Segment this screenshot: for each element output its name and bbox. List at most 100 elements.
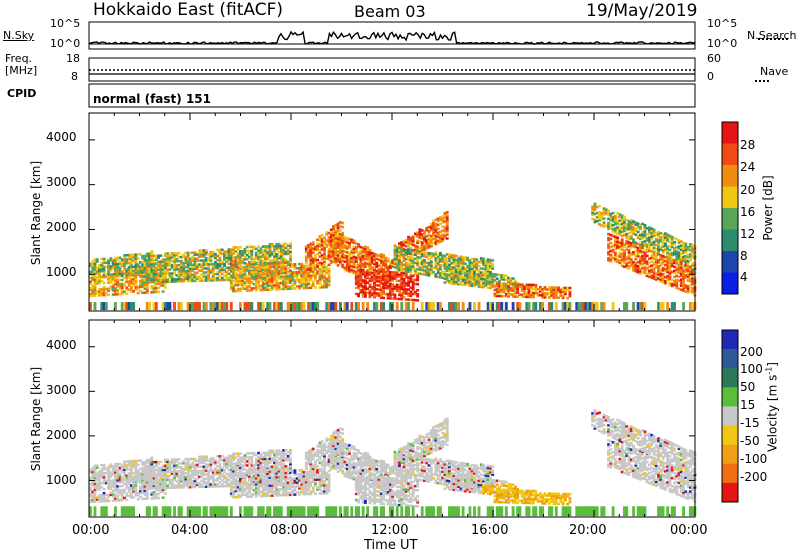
velocity-cell (159, 468, 163, 472)
power-cell (634, 255, 638, 259)
power-cell (163, 282, 167, 285)
power-cell (504, 278, 508, 282)
velocity-cell (141, 467, 145, 470)
power-cell (659, 268, 663, 271)
velocity-cell (98, 476, 101, 479)
velocity-cell (148, 473, 151, 476)
power-cell (666, 251, 670, 255)
power-cell (182, 253, 186, 257)
power-cell (632, 263, 635, 266)
power-cell (666, 264, 670, 268)
power-cell (211, 271, 215, 274)
power-cell (175, 266, 179, 269)
power-cell (675, 252, 679, 255)
power-cell (120, 260, 124, 263)
power-cell (416, 241, 420, 244)
power-cell (386, 292, 390, 296)
power-cell (209, 258, 213, 262)
power-cell (532, 291, 536, 295)
velocity-cell (145, 468, 149, 472)
power-cell (327, 250, 331, 253)
power-cell (679, 248, 683, 251)
power-cell (477, 277, 481, 280)
power-cell (661, 269, 665, 272)
power-cell (341, 239, 345, 243)
power-cell (536, 293, 540, 297)
power-cell (527, 285, 531, 289)
power-cell (429, 262, 433, 265)
power-cell (557, 288, 561, 291)
power-cell (168, 274, 172, 277)
date-label: 19/May/2019 (586, 1, 698, 21)
power-cell (379, 273, 383, 276)
power-cell (613, 253, 617, 257)
power-cell (179, 261, 183, 265)
velocity-cell (93, 490, 97, 493)
ground-scatter-power-cell (584, 302, 588, 311)
power-cell (652, 230, 656, 234)
ground-scatter-power-cell (129, 302, 133, 311)
power-cell (161, 274, 165, 278)
power-cell (400, 283, 404, 287)
velocity-cell (132, 488, 136, 491)
velocity-cell (125, 486, 129, 490)
power-cell (361, 273, 365, 276)
power-cell (173, 270, 176, 273)
power-cell (243, 255, 247, 259)
power-cell (434, 275, 438, 278)
power-cell (679, 272, 683, 275)
power-cell (443, 260, 447, 264)
power-cell (609, 233, 613, 237)
power-cell (636, 222, 640, 226)
power-cell (268, 268, 272, 271)
power-cell (675, 282, 679, 286)
power-cell (438, 276, 442, 279)
power-cell (427, 274, 431, 277)
power-cell (186, 253, 190, 257)
velocity-cell (152, 482, 156, 486)
power-cell (641, 266, 645, 270)
power-cell (225, 250, 229, 253)
power-cell (654, 260, 658, 263)
power-cell (275, 282, 279, 285)
power-cell (388, 264, 392, 267)
power-cell (618, 231, 622, 234)
power-cell (252, 245, 256, 249)
power-cell (609, 253, 613, 257)
power-cell (473, 259, 476, 263)
velocity-cell (120, 488, 124, 492)
power-cell (252, 287, 256, 290)
power-cell (525, 287, 529, 291)
power-cell (432, 223, 436, 227)
power-cell (666, 266, 670, 270)
power-cell (218, 252, 222, 256)
power-cell (343, 238, 347, 241)
velocity-cell (141, 461, 145, 464)
power-cell (543, 296, 547, 299)
power-cell (409, 276, 413, 279)
power-cell (438, 218, 442, 221)
power-cell (634, 229, 638, 232)
power-cell (416, 261, 420, 265)
power-cell (134, 271, 138, 275)
power-cell (666, 260, 670, 264)
ground-scatter-cell (120, 506, 124, 517)
power-cell (248, 267, 251, 270)
power-cell (302, 276, 306, 280)
power-cell (229, 250, 233, 253)
power-cell (145, 287, 149, 290)
power-cell (688, 247, 692, 250)
power-cell (152, 278, 156, 282)
power-cell (304, 267, 308, 270)
velocity-cell (89, 492, 92, 496)
power-cell (368, 291, 372, 295)
power-cell (413, 282, 417, 286)
power-cell (323, 267, 326, 271)
power-cell (398, 297, 401, 301)
ground-scatter-power-cell (161, 302, 165, 311)
power-cell (373, 262, 376, 266)
power-cell (134, 259, 138, 262)
power-cell (398, 256, 401, 260)
power-cell (675, 238, 679, 241)
power-cell (500, 288, 504, 292)
